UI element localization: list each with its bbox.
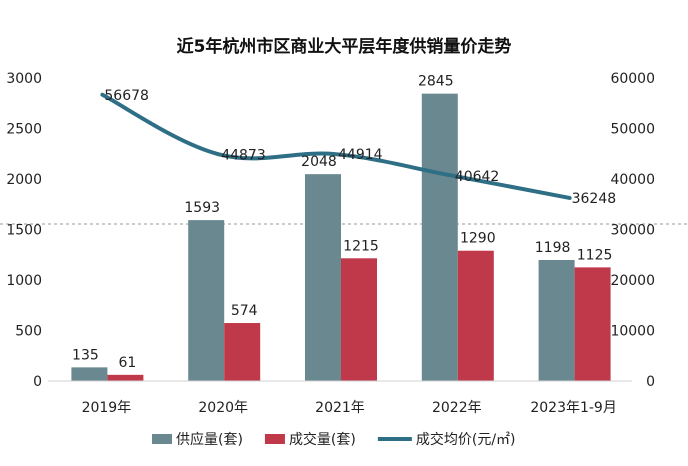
x-axis: 2019年 2020年 2021年 2022年 2023年1-9月 xyxy=(48,380,632,416)
data-label: 2845 xyxy=(418,74,454,90)
price-data-label: 56678 xyxy=(104,88,149,104)
bar-supply xyxy=(305,174,341,381)
left-axis-tick-label: 1000 xyxy=(6,273,42,289)
price-point xyxy=(218,153,220,155)
legend-label: 供应量(套) xyxy=(176,431,243,448)
right-axis-tick-label: 60000 xyxy=(610,71,655,87)
bar-sales xyxy=(107,374,144,381)
bars xyxy=(71,93,611,381)
chart-title: 近5年杭州市区商业大平层年度供销量价走势 xyxy=(177,36,512,57)
bar-sales xyxy=(224,323,261,381)
bar-supply xyxy=(421,93,458,381)
left-axis: 0 500 1000 1500 2000 2500 3000 xyxy=(6,71,42,390)
x-axis-tick-label: 2021年 xyxy=(315,400,365,416)
data-label: 2048 xyxy=(301,154,337,170)
left-axis-tick-label: 2500 xyxy=(6,122,42,138)
bar-sales xyxy=(341,258,377,381)
bar-sales xyxy=(574,267,611,381)
x-axis-tick-label: 2022年 xyxy=(432,400,482,416)
left-axis-tick-label: 3000 xyxy=(6,71,42,87)
bar-supply xyxy=(188,220,225,381)
data-label: 1125 xyxy=(577,247,613,263)
right-axis-tick-label: 10000 xyxy=(610,324,655,340)
legend-label: 成交量(套) xyxy=(289,431,356,448)
left-axis-tick-label: 500 xyxy=(15,324,42,340)
data-label: 1215 xyxy=(343,238,379,254)
price-line xyxy=(100,92,572,200)
right-axis-tick-label: 30000 xyxy=(610,223,655,239)
data-label: 1593 xyxy=(184,200,220,216)
left-axis-tick-label: 0 xyxy=(33,374,42,390)
price-data-label: 36248 xyxy=(572,191,617,207)
legend-swatch xyxy=(152,434,172,444)
right-axis-tick-label: 50000 xyxy=(610,122,655,138)
right-axis-tick-label: 40000 xyxy=(610,172,655,188)
price-point xyxy=(101,94,103,96)
right-axis-tick-label: 20000 xyxy=(610,273,655,289)
left-axis-tick-label: 1500 xyxy=(6,223,42,239)
x-axis-tick-label: 2020年 xyxy=(198,400,248,416)
legend-label: 成交均价(元/㎡) xyxy=(416,431,516,448)
bar-sales xyxy=(457,250,494,381)
right-axis: 0 10000 20000 30000 40000 50000 60000 xyxy=(610,71,655,390)
price-point xyxy=(452,175,454,177)
bar-supply xyxy=(538,260,575,381)
data-label: 1290 xyxy=(460,231,496,247)
data-label: 61 xyxy=(118,355,136,371)
data-label: 135 xyxy=(72,347,99,363)
x-axis-tick-label: 2019年 xyxy=(82,400,132,416)
legend-swatch xyxy=(264,434,285,444)
right-axis-tick-label: 0 xyxy=(646,374,655,390)
price-point xyxy=(335,153,337,155)
x-axis-tick-label: 2023年1-9月 xyxy=(530,400,617,416)
price-point xyxy=(569,197,571,199)
bar-supply xyxy=(71,367,108,381)
price-data-label: 40642 xyxy=(455,169,500,185)
data-label: 574 xyxy=(231,303,258,319)
price-data-label: 44873 xyxy=(221,147,266,163)
legend: 供应量(套) 成交量(套) 成交均价(元/㎡) xyxy=(152,431,516,448)
price-data-label: 44914 xyxy=(338,147,383,163)
left-axis-tick-label: 2000 xyxy=(6,172,42,188)
data-label: 1198 xyxy=(535,240,571,256)
data-labels: 135 1593 2048 2845 1198 61 574 1215 1290 1125 5667… xyxy=(72,74,616,371)
